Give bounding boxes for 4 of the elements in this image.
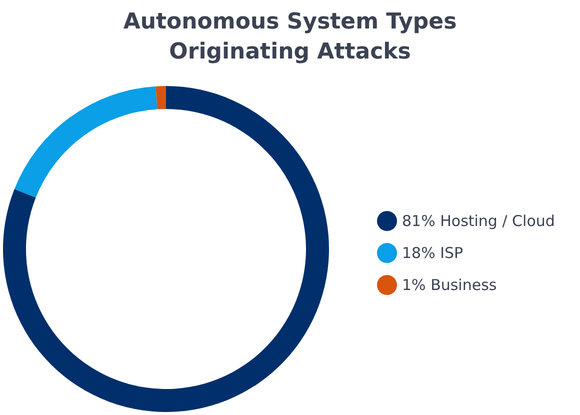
legend-label: 1% Business	[402, 276, 497, 294]
legend-label: 81% Hosting / Cloud	[402, 212, 555, 230]
legend-label: 18% ISP	[402, 244, 464, 262]
chart-title: Autonomous System Types Originating Attacks	[123, 10, 457, 64]
